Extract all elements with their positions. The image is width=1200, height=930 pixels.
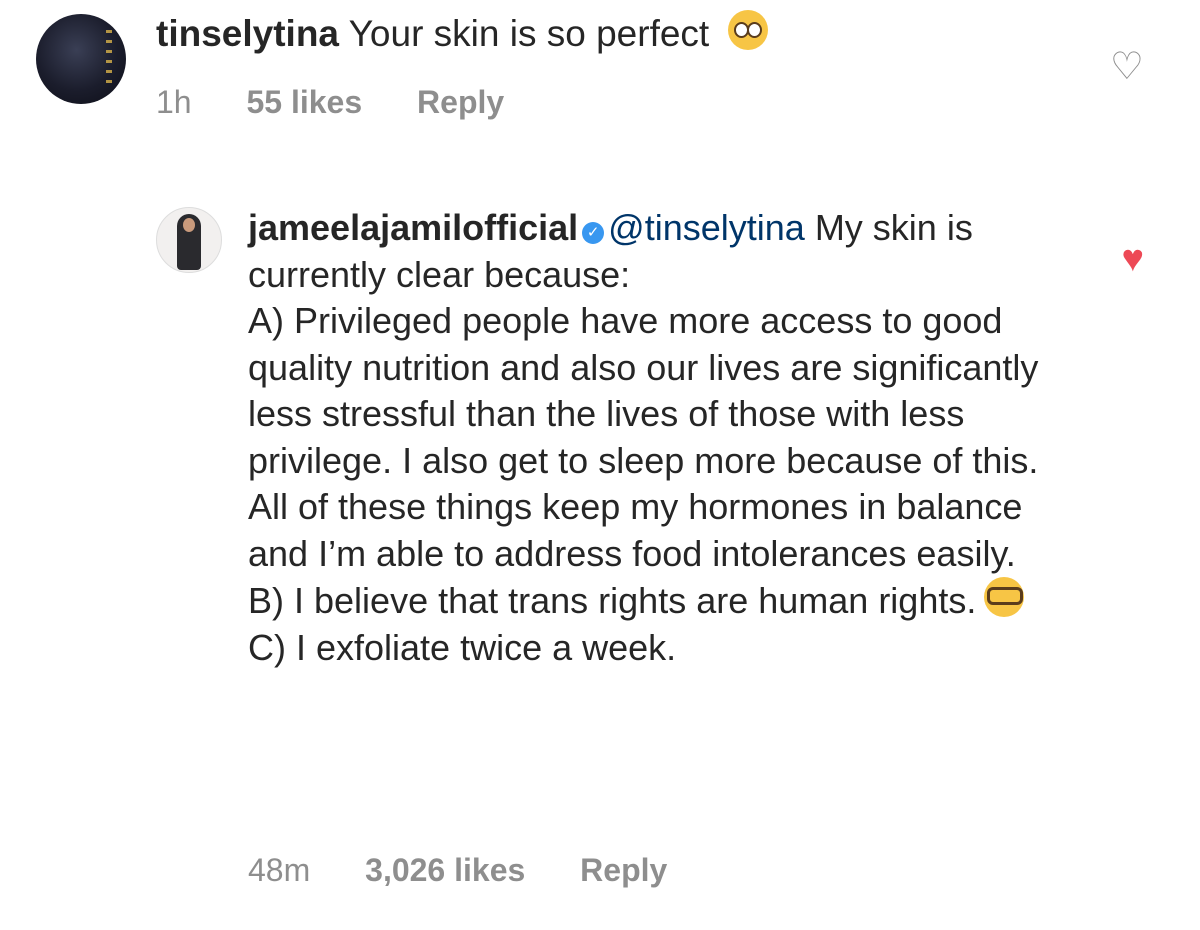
avatar[interactable]: [156, 207, 222, 273]
reply-paragraph: C) I exfoliate twice a week.: [248, 626, 677, 668]
comment-meta: 1h 55 likes Reply: [156, 84, 550, 121]
comment-text: Your skin is so perfect: [348, 13, 710, 54]
reply-paragraph: B) I believe that trans rights are human…: [248, 580, 977, 621]
reply-paragraph: My skin is currently clear because:: [248, 207, 973, 295]
verified-badge-icon: ✓: [582, 222, 605, 244]
timestamp: 48m: [248, 852, 311, 888]
username[interactable]: jameelajamilofficial: [248, 207, 579, 248]
comment-text-line: tinselytina Your skin is so perfect: [156, 10, 768, 55]
reply-button[interactable]: Reply: [417, 84, 505, 120]
reply-text: jameelajamilofficial ✓ @tinselytina My ski…: [248, 205, 1048, 671]
pleading-face-emoji-icon: [727, 10, 768, 50]
reply-meta: 48m 3,026 likes Reply: [248, 852, 713, 889]
reply-button[interactable]: Reply: [580, 852, 668, 888]
like-heart-outline-icon[interactable]: ♡: [1109, 46, 1144, 88]
likes-count[interactable]: 3,026 likes: [365, 852, 526, 888]
avatar[interactable]: [36, 14, 126, 104]
reply-paragraph: A) Privileged people have more access to…: [248, 300, 1039, 574]
nerd-face-emoji-icon: [984, 577, 1025, 617]
mention-link[interactable]: @tinselytina: [608, 207, 805, 248]
username[interactable]: tinselytina: [156, 13, 339, 54]
like-heart-filled-icon[interactable]: ♥: [1121, 238, 1144, 280]
likes-count[interactable]: 55 likes: [246, 84, 363, 120]
timestamp: 1h: [156, 84, 192, 120]
